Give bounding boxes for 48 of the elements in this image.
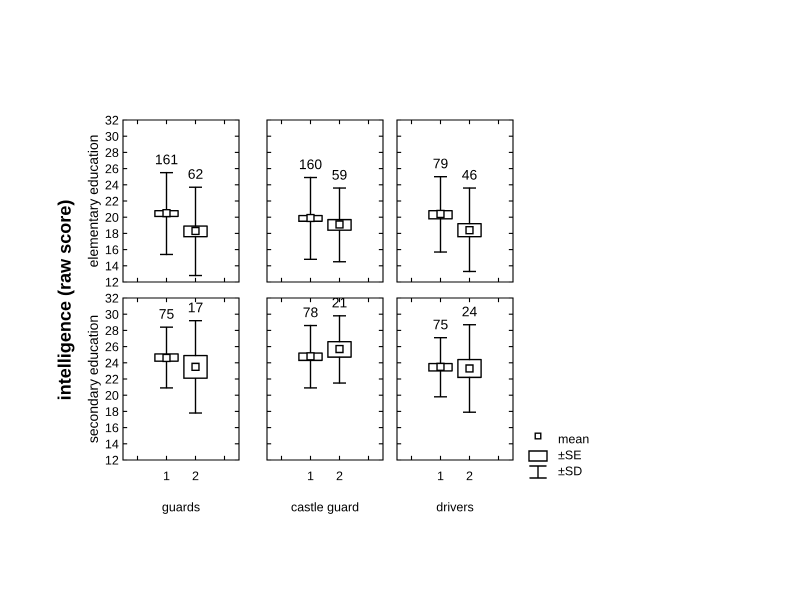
annotation: 24 <box>462 306 477 316</box>
y-tick-label: 20 <box>106 213 118 222</box>
x-axis-title: guards <box>162 502 200 514</box>
y-tick-label: 16 <box>106 245 118 254</box>
annotation: 46 <box>462 170 477 180</box>
annotation: 160 <box>300 159 322 170</box>
y-tick-label: 14 <box>106 440 118 448</box>
x-tick-label: 1 <box>164 472 170 480</box>
annotation: 17 <box>188 302 203 312</box>
y-tick-label: 28 <box>106 326 118 336</box>
text: ±SE <box>558 450 581 460</box>
x-tick-label: 1 <box>438 472 444 480</box>
y-tick-label: 32 <box>105 294 118 303</box>
annotation: 62 <box>188 169 203 179</box>
y-tick-label: 28 <box>106 148 118 158</box>
annotation: 79 <box>433 158 448 168</box>
text: intelligence (raw score) <box>58 200 74 400</box>
annotation: 161 <box>156 154 178 164</box>
y-tick-label: 18 <box>106 229 118 238</box>
annotation: 75 <box>159 309 174 319</box>
y-axis-title: secondary education <box>88 316 101 443</box>
y-tick-label: 12 <box>106 456 118 465</box>
text: ±SD <box>558 466 582 476</box>
x-tick-label: 2 <box>336 471 342 480</box>
annotation: 78 <box>303 307 318 318</box>
x-tick-label: 1 <box>308 472 314 480</box>
y-tick-label: 18 <box>106 407 118 416</box>
y-tick-label: 26 <box>106 164 118 174</box>
text: mean <box>558 436 588 444</box>
y-tick-label: 22 <box>106 196 118 206</box>
annotation: 75 <box>433 320 448 330</box>
y-tick-label: 12 <box>106 278 118 287</box>
y-tick-label: 24 <box>106 180 118 190</box>
x-axis-title: drivers <box>436 502 474 512</box>
y-tick-label: 20 <box>106 391 118 400</box>
y-axis-title: elementary education <box>88 135 101 267</box>
x-tick-label: 2 <box>192 471 198 480</box>
y-tick-label: 26 <box>106 342 118 352</box>
y-tick-label: 30 <box>105 310 118 319</box>
y-tick-label: 32 <box>105 116 118 125</box>
y-tick-label: 14 <box>106 262 118 270</box>
y-tick-label: 22 <box>106 374 118 384</box>
annotation: 59 <box>332 170 347 180</box>
y-tick-label: 24 <box>106 358 118 368</box>
y-tick-label: 30 <box>105 132 118 141</box>
x-tick-label: 2 <box>466 471 472 480</box>
y-tick-label: 16 <box>106 423 118 432</box>
x-axis-title: castle guard <box>291 502 358 514</box>
